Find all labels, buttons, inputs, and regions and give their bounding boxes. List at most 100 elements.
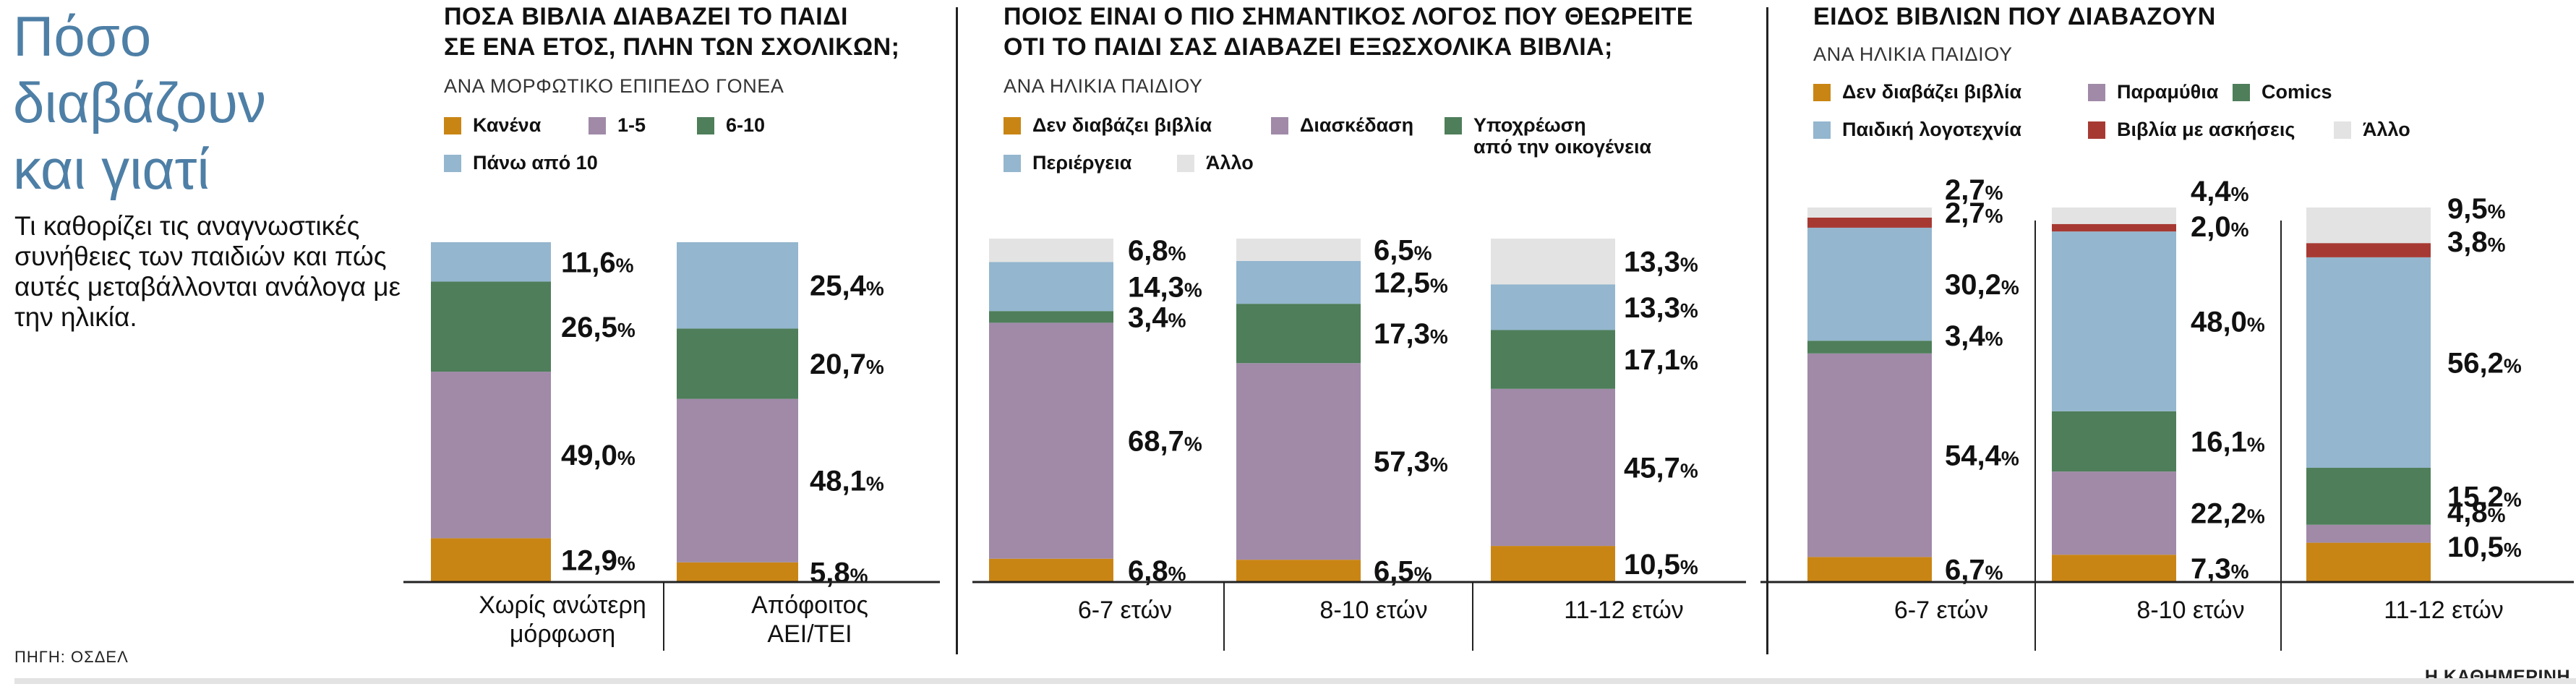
bar-segment [1491, 284, 1615, 330]
data-label: 16,1% [2191, 426, 2265, 458]
legend-label-line: Comics [2262, 81, 2332, 103]
legend-label: 6-10 [726, 114, 765, 136]
data-label: 22,2% [2191, 498, 2265, 530]
legend-label: Βιβλία με ασκήσεις [2117, 119, 2295, 140]
legend-label-line: Δεν διαβάζει βιβλία [1842, 81, 2022, 103]
legend-swatch [1004, 117, 1021, 134]
legend-label-line: Δεν διαβάζει βιβλία [1032, 114, 1212, 136]
legend-label-line: Κανένα [473, 114, 542, 136]
chart-subtitle: ΑΝΑ ΜΟΡΦΩΤΙΚΟ ΕΠΙΠΕΔΟ ΓΟΝΕΑ [444, 75, 784, 97]
bar-segment [1491, 330, 1615, 389]
legend-swatch [444, 117, 461, 134]
legend-swatch [1271, 117, 1288, 134]
legend-label: Διασκέδαση [1300, 114, 1413, 136]
legend-swatch [2334, 121, 2351, 139]
bar-segment [1807, 217, 1932, 228]
bar-segment [431, 538, 551, 582]
bar-segment [1491, 388, 1615, 547]
bar-segment [2052, 208, 2176, 224]
bar-segment [1807, 353, 1932, 557]
data-label: 3,4% [1945, 320, 2003, 352]
data-label: 2,7% [1945, 174, 2003, 206]
bar-segment [431, 242, 551, 282]
page-title-line: Πόσο [13, 4, 152, 68]
legend-label-line: Άλλο [2363, 119, 2410, 140]
bar-segment [1236, 363, 1361, 560]
legend-label: Παιδική λογοτεχνία [1842, 119, 2021, 140]
bottom-rule [14, 678, 2576, 684]
bar-segment [431, 372, 551, 539]
legend-swatch [697, 117, 714, 134]
chart-title: ΠΟΣΑ ΒΙΒΛΙΑ ΔΙΑΒΑΖΕΙ ΤΟ ΠΑΙΔΙ ΣΕ ΕΝΑ ΕΤΟ… [444, 1, 899, 62]
legend-label: Περιέργεια [1032, 152, 1131, 174]
legend-swatch [1177, 155, 1194, 172]
bar-segment [431, 281, 551, 372]
data-label: 3,8% [2447, 226, 2506, 258]
legend-label-line: από την οικογένεια [1473, 136, 1652, 158]
bar-segment [1236, 560, 1361, 582]
legend-label-line: Παιδική λογοτεχνία [1842, 119, 2021, 140]
page-title: Πόσο διαβάζουν και γιατί [13, 3, 389, 202]
legend-swatch [2088, 84, 2105, 101]
x-tick-label: 6-7 ετών [1078, 596, 1172, 624]
legend-label: Υποχρέωση από την οικογένεια [1473, 114, 1651, 158]
legend-label: Άλλο [1206, 152, 1254, 174]
bar-segment [677, 242, 798, 329]
data-label: 10,5% [2447, 531, 2522, 563]
legend-swatch [2088, 121, 2105, 139]
bar-segment [1807, 557, 1932, 582]
chart-title: ΠΟΙΟΣ ΕΙΝΑΙ Ο ΠΙΟ ΣΗΜΑΝΤΙΚΟΣ ΛΟΓΟΣ ΠΟΥ Θ… [1004, 1, 1693, 62]
chart-title: ΕΙΔΟΣ ΒΙΒΛΙΩΝ ΠΟΥ ΔΙΑΒΑΖΟΥΝ [1813, 1, 2216, 32]
intro-text: Τι καθορίζει τις αναγνωστικές συνήθειες … [14, 211, 401, 332]
data-label: 4,8% [2447, 497, 2506, 529]
x-tick-label: Χωρίς ανώτερη μόρφωση [479, 591, 646, 648]
legend-label: Παραμύθια [2117, 81, 2218, 103]
legend-swatch [1004, 155, 1021, 172]
section-divider [1766, 7, 1768, 654]
x-tick-label: 6-7 ετών [1894, 596, 1988, 624]
legend-label-line: Βιβλία με ασκήσεις [2117, 119, 2295, 140]
bar-segment [989, 239, 1113, 262]
bar-segment [1807, 341, 1932, 354]
data-label: 54,4% [1945, 440, 2019, 472]
bar-segment [989, 262, 1113, 312]
bar-segment [1807, 227, 1932, 341]
chart-title-line: ΕΙΔΟΣ ΒΙΒΛΙΩΝ ΠΟΥ ΔΙΑΒΑΖΟΥΝ [1813, 3, 2216, 30]
legend-label: Πάνω από 10 [473, 152, 598, 174]
bar-segment [2306, 243, 2431, 257]
bar-segment [677, 328, 798, 399]
chart-title-line: ΟΤΙ ΤΟ ΠΑΙΔΙ ΣΑΣ ΔΙΑΒΑΖΕΙ ΕΞΩΣΧΟΛΙΚΑ ΒΙΒ… [1004, 33, 1613, 61]
legend-label: 1-5 [617, 114, 646, 136]
legend-label: Δεν διαβάζει βιβλία [1032, 114, 1212, 136]
x-tick-label: Απόφοιτος ΑΕΙ/ΤΕΙ [751, 591, 868, 648]
chart-legend: Κανένα 1-5 6-10 Πάνω από 10 [444, 114, 936, 187]
chart-title-line: ΠΟΙΟΣ ΕΙΝΑΙ Ο ΠΙΟ ΣΗΜΑΝΤΙΚΟΣ ΛΟΓΟΣ ΠΟΥ Θ… [1004, 3, 1693, 30]
legend-swatch [1445, 117, 1462, 134]
page-title-line: διαβάζουν [13, 71, 267, 134]
legend-swatch [444, 155, 461, 172]
source-note: ΠΗΓΗ: ΟΣΔΕΛ [14, 648, 129, 666]
chart-legend: Δεν διαβάζει βιβλία Διασκέδαση Υποχρέωση απ… [1004, 114, 1741, 187]
data-label: 56,2% [2447, 347, 2522, 379]
bar-segment [677, 562, 798, 582]
legend-label-line: Παραμύθια [2117, 81, 2219, 103]
x-tick-label: 11-12 ετών [1564, 596, 1684, 624]
legend-label-line: Άλλο [1206, 152, 1254, 174]
legend-label-line: Πάνω από 10 [473, 152, 598, 174]
bar-segment [1807, 208, 1932, 218]
legend-label: Comics [2262, 81, 2332, 103]
chart-subtitle: ΑΝΑ ΗΛΙΚΙΑ ΠΑΙΔΙΟΥ [1004, 75, 1203, 97]
data-label: 6,5% [1374, 234, 1432, 266]
bar-segment [2052, 231, 2176, 411]
legend-swatch [589, 117, 606, 134]
bar-segment [2306, 524, 2431, 543]
legend-label: Κανένα [473, 114, 541, 136]
bar-segment [2306, 542, 2431, 582]
legend-label-line: Διασκέδαση [1300, 114, 1414, 136]
data-label: 68,7% [1128, 426, 1202, 458]
legend-swatch [2233, 84, 2250, 101]
legend-label-line: 6-10 [726, 114, 766, 136]
